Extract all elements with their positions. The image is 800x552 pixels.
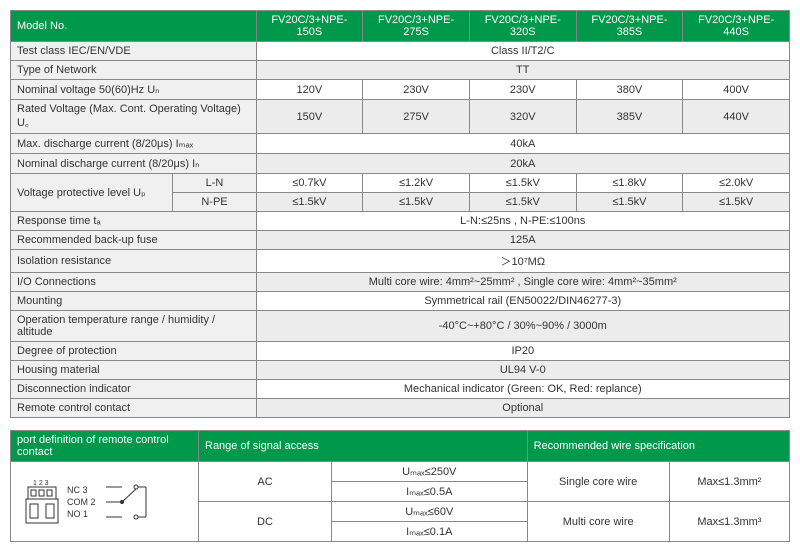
row-value: Mechanical indicator (Green: OK, Red: re… — [256, 380, 789, 399]
vp-cell: ≤1.5kV — [683, 193, 790, 212]
multi-core-max: Max≤1.3mm³ — [669, 502, 789, 542]
row-label: Disconnection indicator — [11, 380, 257, 399]
row-cell: 440V — [683, 100, 790, 134]
row-value: IP20 — [256, 342, 789, 361]
row-value: -40°C~+80°C / 30%~90% / 3000m — [256, 311, 789, 342]
connector-icon: 1 2 3 — [21, 477, 61, 527]
row-value: TT — [256, 61, 789, 80]
row-label: Mounting — [11, 292, 257, 311]
row-label: Max. discharge current (8/20μs) Iₘₐₓ — [11, 134, 257, 154]
row-cell: 380V — [576, 80, 683, 100]
vp-cell: ≤1.5kV — [256, 193, 363, 212]
vp-cell: ≤1.5kV — [469, 193, 576, 212]
row-label: I/O Connections — [11, 273, 257, 292]
model-col-2: FV20C/3+NPE-320S — [469, 11, 576, 42]
pin-no1: NO 1 — [67, 508, 96, 520]
vp-cell: ≤2.0kV — [683, 174, 790, 193]
vp-cell: ≤0.7kV — [256, 174, 363, 193]
row-label: Nominal voltage 50(60)Hz Uₙ — [11, 80, 257, 100]
ac-umax: Uₘₐₓ≤250V — [332, 462, 528, 482]
row-value: UL94 V-0 — [256, 361, 789, 380]
wire-spec-header: Recommended wire specification — [527, 431, 789, 462]
range-header: Range of signal access — [199, 431, 528, 462]
pin-nc3: NC 3 — [67, 484, 96, 496]
row-label: Housing material — [11, 361, 257, 380]
port-table: port definition of remote control contac… — [10, 430, 790, 542]
row-cell: 320V — [469, 100, 576, 134]
row-value: Symmetrical rail (EN50022/DIN46277-3) — [256, 292, 789, 311]
single-core-max: Max≤1.3mm² — [669, 462, 789, 502]
row-cell: 400V — [683, 80, 790, 100]
model-header-row: Model No. FV20C/3+NPE-150S FV20C/3+NPE-2… — [11, 11, 790, 42]
row-label: Recommended back-up fuse — [11, 231, 257, 250]
dc-umax: Uₘₐₓ≤60V — [332, 502, 528, 522]
corner-header: Model No. — [11, 11, 257, 42]
row-label: Nominal discharge current (8/20μs) Iₙ — [11, 154, 257, 174]
row-label: Test class IEC/EN/VDE — [11, 42, 257, 61]
row-value: 20kA — [256, 154, 789, 174]
row-cell: 120V — [256, 80, 363, 100]
row-value: 125A — [256, 231, 789, 250]
vp-cell: ≤1.5kV — [363, 193, 470, 212]
row-value: Optional — [256, 399, 789, 418]
switch-icon — [102, 479, 152, 525]
single-core: Single core wire — [527, 462, 669, 502]
multi-core: Multi core wire — [527, 502, 669, 542]
row-label: Remote control contact — [11, 399, 257, 418]
vp-sub: L-N — [173, 174, 256, 193]
vp-cell: ≤1.5kV — [576, 193, 683, 212]
model-col-3: FV20C/3+NPE-385S — [576, 11, 683, 42]
row-value: Class II/T2/C — [256, 42, 789, 61]
vp-sub: N-PE — [173, 193, 256, 212]
port-def-header: port definition of remote control contac… — [11, 431, 199, 462]
row-cell: 230V — [469, 80, 576, 100]
vp-cell: ≤1.5kV — [469, 174, 576, 193]
dc-imax: Iₘₐₓ≤0.1A — [332, 522, 528, 542]
ac-label: AC — [199, 462, 332, 502]
vp-cell: ≤1.8kV — [576, 174, 683, 193]
row-label: Operation temperature range / humidity /… — [11, 311, 257, 342]
row-cell: 385V — [576, 100, 683, 134]
row-value: 40kA — [256, 134, 789, 154]
port-header-row: port definition of remote control contac… — [11, 431, 790, 462]
svg-text:1 2 3: 1 2 3 — [33, 480, 49, 487]
row-label: Degree of protection — [11, 342, 257, 361]
row-value: Multi core wire: 4mm²~25mm² , Single cor… — [256, 273, 789, 292]
model-col-1: FV20C/3+NPE-275S — [363, 11, 470, 42]
row-cell: 150V — [256, 100, 363, 134]
row-label: Isolation resistance — [11, 250, 257, 273]
row-cell: 230V — [363, 80, 470, 100]
spec-table: Model No. FV20C/3+NPE-150S FV20C/3+NPE-2… — [10, 10, 790, 418]
vp-label: Voltage protective level Uₚ — [11, 174, 173, 212]
row-label: Rated Voltage (Max. Cont. Operating Volt… — [11, 100, 257, 134]
row-label: Type of Network — [11, 61, 257, 80]
dc-label: DC — [199, 502, 332, 542]
port-diagram-cell: 1 2 3 NC 3 COM 2 NO 1 — [11, 462, 199, 542]
row-value: ＞10⁷MΩ — [256, 250, 789, 273]
model-col-0: FV20C/3+NPE-150S — [256, 11, 363, 42]
vp-cell: ≤1.2kV — [363, 174, 470, 193]
row-value: L-N:≤25ns , N-PE:≤100ns — [256, 212, 789, 231]
row-cell: 275V — [363, 100, 470, 134]
model-col-4: FV20C/3+NPE-440S — [683, 11, 790, 42]
ac-imax: Iₘₐₓ≤0.5A — [332, 482, 528, 502]
row-label: Response time tₐ — [11, 212, 257, 231]
